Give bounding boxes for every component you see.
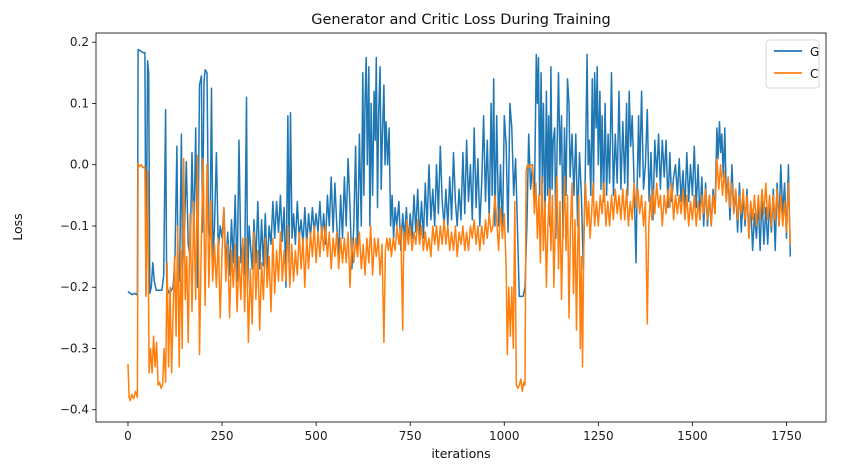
y-axis-label: Loss xyxy=(10,213,25,240)
y-tick-label: 0.2 xyxy=(70,35,89,49)
y-tick-label: −0.1 xyxy=(60,219,89,233)
x-axis: 0 250 500 750 1000 1250 1500 1750 xyxy=(124,422,802,443)
x-tick-label: 500 xyxy=(305,429,328,443)
x-tick-label: 1500 xyxy=(677,429,708,443)
legend-label-c: C xyxy=(810,67,818,81)
legend-label-g: G xyxy=(810,45,819,59)
x-tick-label: 0 xyxy=(124,429,132,443)
y-tick-label: −0.3 xyxy=(60,341,89,355)
x-tick-label: 1250 xyxy=(583,429,614,443)
chart-title: Generator and Critic Loss During Trainin… xyxy=(311,12,611,28)
y-tick-label: 0.1 xyxy=(70,96,89,110)
legend-box xyxy=(765,39,820,89)
y-tick-label: −0.4 xyxy=(60,403,89,417)
series-line-c xyxy=(127,154,792,402)
x-tick-label: 250 xyxy=(211,429,234,443)
y-axis: −0.4 −0.3 −0.2 −0.1 0.0 0.1 0.2 xyxy=(60,35,96,417)
x-tick-label: 1000 xyxy=(489,429,520,443)
y-tick-label: 0.0 xyxy=(70,158,89,172)
series-layer xyxy=(127,48,792,402)
x-tick-label: 1750 xyxy=(771,429,802,443)
y-tick-label: −0.2 xyxy=(60,280,89,294)
x-tick-label: 750 xyxy=(399,429,422,443)
plot-frame xyxy=(95,32,827,423)
x-axis-label: iterations xyxy=(431,446,490,461)
legend: G C xyxy=(765,39,820,89)
